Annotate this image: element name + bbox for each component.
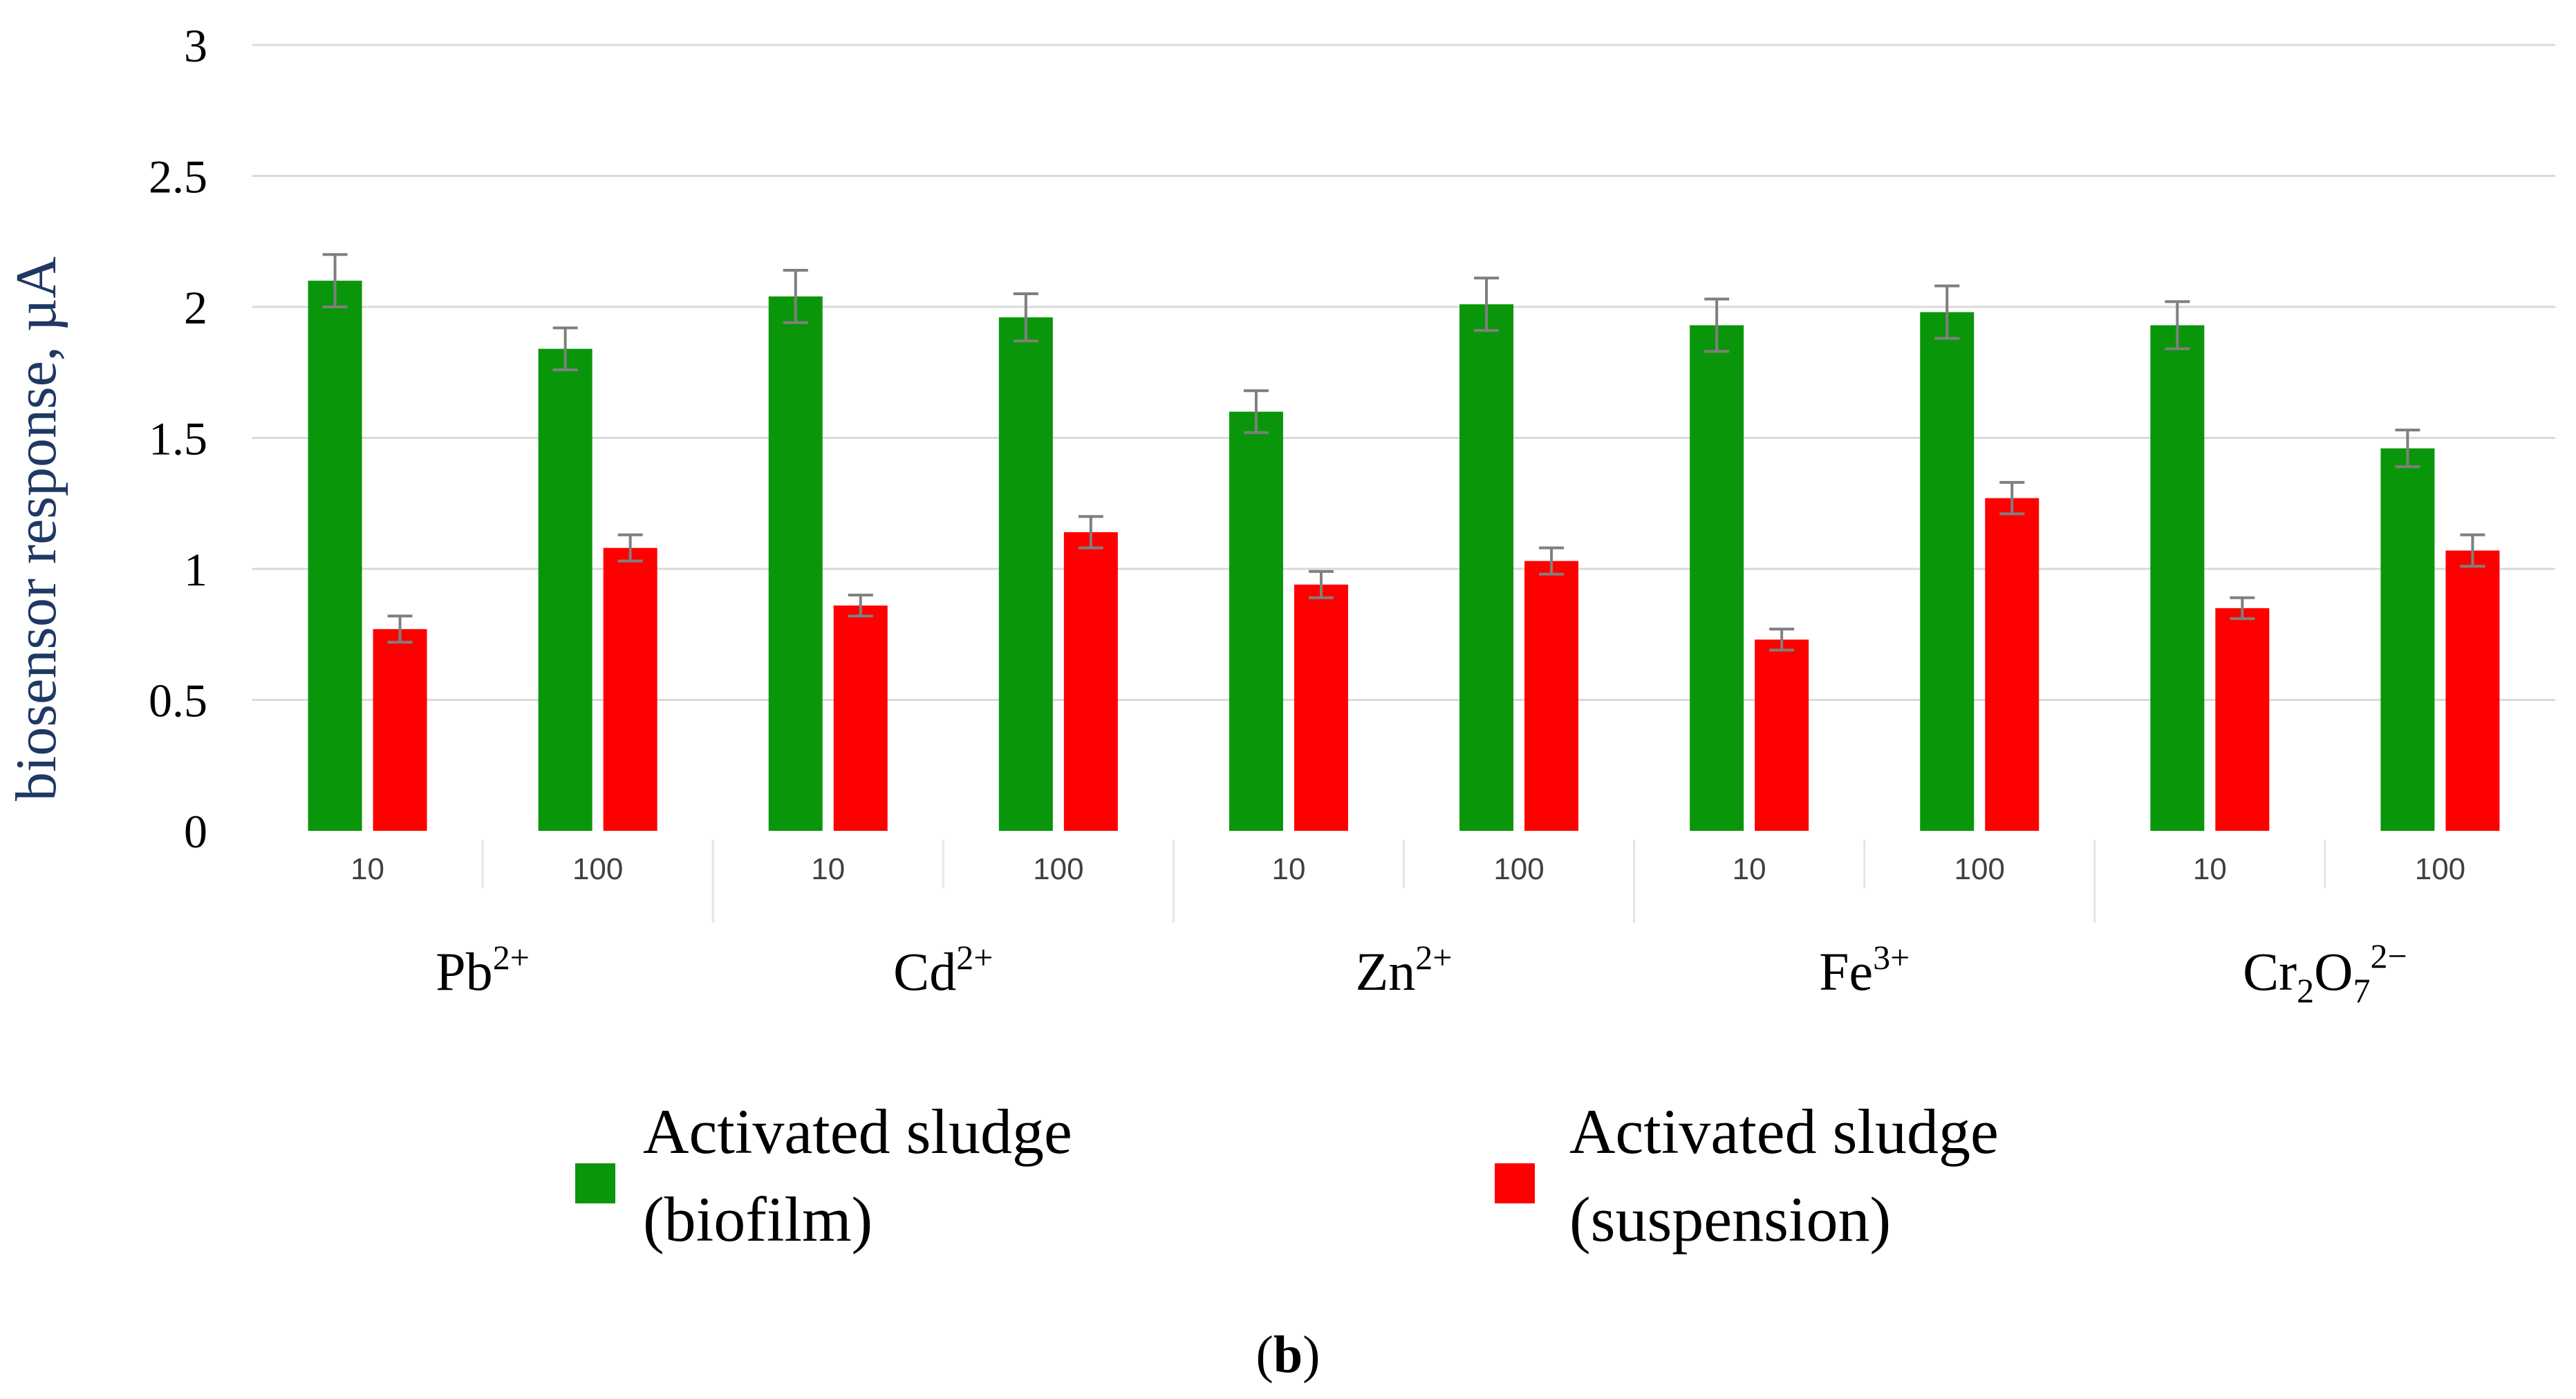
ion-symbol: O [2314,941,2353,1002]
x-sub-tick-label: 10 [351,852,384,886]
error-bar [783,268,808,324]
error-bar [1999,480,2025,516]
x-sub-tick-label: 100 [2415,852,2465,886]
x-group-label: Fe3+ [1819,938,1910,1002]
x-group-label: Cd2+ [893,938,993,1002]
error-bar [1539,546,1565,576]
x-sub-tick-label: 10 [2193,852,2227,886]
legend-label-suspension-line1: Activated sludge [1569,1096,1999,1167]
x-sub-tick-label: 10 [811,852,845,886]
ion-charge-superscript: 2+ [493,938,530,977]
y-axis-label: biosensor response, µA [4,256,68,801]
bar-suspension [2445,550,2500,831]
legend-swatch-biofilm [575,1163,615,1203]
error-bar [848,593,873,618]
error-bar [1078,515,1103,550]
x-group-label: Zn2+ [1356,938,1453,1002]
error-bar [1013,292,1038,343]
ion-symbol: Cr [2243,941,2297,1002]
bar-suspension [603,547,657,831]
bar-suspension [373,629,427,831]
error-bar [552,326,578,371]
error-bar [1704,297,1730,353]
ion-charge-superscript: 2+ [1415,938,1452,977]
x-sub-tick-label: 100 [572,852,623,886]
bar-suspension [1755,639,1809,831]
error-bar [2230,596,2255,621]
bar-biofilm [2380,448,2435,831]
bar-suspension [2215,608,2270,831]
legend-label-biofilm-line1: Activated sludge [643,1096,1072,1167]
error-bar [322,253,348,308]
legend: Activated sludge (biofilm) Activated slu… [575,1096,1999,1255]
bar-biofilm [1459,304,1514,832]
y-tick-label: 0.5 [149,675,207,727]
error-bar [2395,429,2420,469]
y-tick-label: 3 [184,19,207,72]
error-bar [1769,628,1795,652]
bar-suspension [833,605,888,831]
x-group-label: Pb2+ [436,938,530,1002]
bar-suspension [1524,561,1579,831]
error-bar [2165,300,2190,350]
bar-suspension [1985,498,2040,831]
figure-caption: (b) [1256,1326,1320,1384]
error-bar [1934,284,1960,340]
y-tick-label: 2.5 [149,151,207,203]
bar-biofilm [2150,325,2205,831]
x-sub-tick-label: 100 [1033,852,1083,886]
x-sub-tick-label: 10 [1733,852,1766,886]
ion-subscript: 2 [2297,971,2314,1010]
bar-biofilm [1229,411,1283,831]
bar-biofilm [998,317,1053,831]
ion-charge-superscript: 2+ [956,938,993,977]
ion-symbol: Pb [436,941,492,1002]
ion-symbol: Zn [1356,941,1416,1002]
ion-symbol: Fe [1819,941,1873,1002]
bar-biofilm [1690,325,1744,831]
y-tick-label: 0 [184,805,207,858]
error-bar [1243,389,1269,434]
x-sub-tick-label: 10 [1271,852,1305,886]
bar-biofilm [768,296,823,832]
error-bar [2460,533,2485,568]
x-group-label: Cr2O72− [2243,937,2407,1010]
bar-biofilm [1920,312,1975,832]
x-sub-tick-label: 100 [1493,852,1544,886]
bar-suspension [1063,532,1118,831]
y-axis-ticks: 0 0.5 1 1.5 2 2.5 3 [149,19,207,858]
y-tick-label: 2 [184,281,207,334]
error-bar [617,533,643,563]
gridlines [252,44,2555,701]
y-tick-label: 1 [184,543,207,596]
bars [308,253,2500,832]
ion-subscript: 7 [2353,971,2370,1010]
ion-charge-superscript: 3+ [1873,938,1910,977]
ion-symbol: Cd [893,941,956,1002]
legend-label-biofilm-line2: (biofilm) [643,1184,872,1255]
error-bar [1308,570,1334,599]
ion-charge-superscript: 2− [2370,937,2407,975]
error-bar [1474,276,1500,332]
y-tick-label: 1.5 [149,413,207,465]
bar-biofilm [308,281,362,832]
bar-suspension [1294,584,1348,831]
x-sub-tick-label: 100 [1954,852,2005,886]
legend-label-suspension-line2: (suspension) [1569,1184,1891,1255]
error-bar [387,614,413,644]
bar-biofilm [538,348,592,831]
legend-swatch-suspension [1495,1163,1535,1203]
